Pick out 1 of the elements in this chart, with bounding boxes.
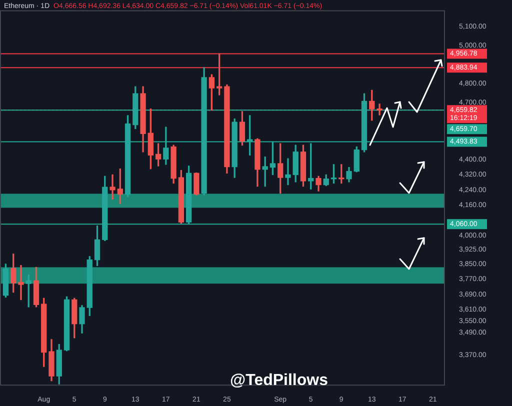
annotation: @TedPillows xyxy=(230,372,328,390)
